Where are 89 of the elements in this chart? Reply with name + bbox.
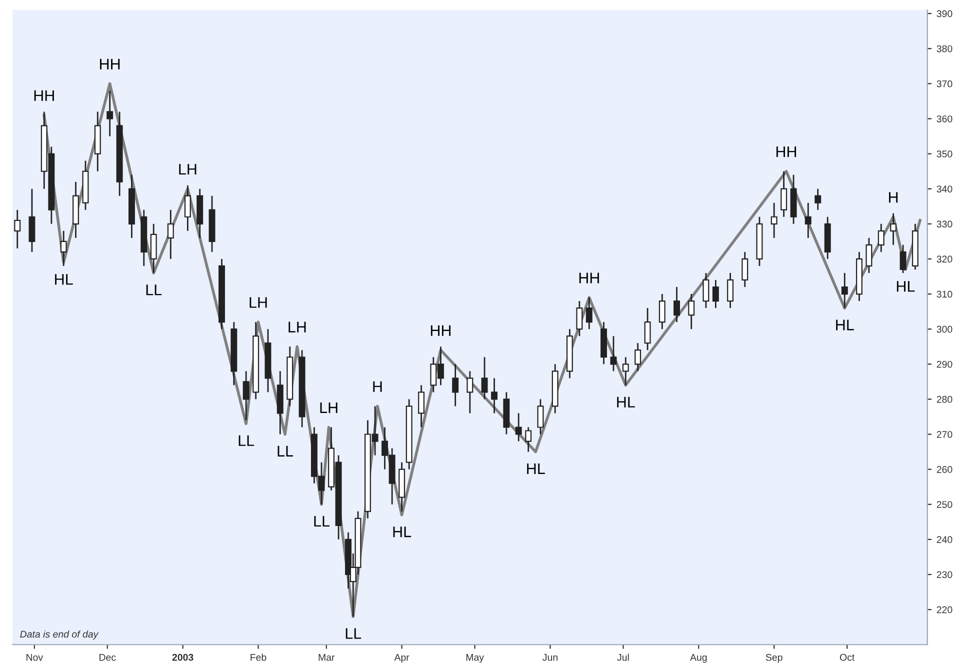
y-tick-label: 290 — [936, 360, 952, 368]
annotation: HL — [836, 320, 854, 330]
annotation: H — [889, 192, 898, 203]
candlestick — [184, 184, 191, 232]
candlestick — [60, 230, 67, 267]
candlestick — [106, 90, 114, 137]
candlestick — [491, 377, 498, 414]
candlestick — [466, 370, 474, 414]
candlestick — [634, 342, 642, 372]
y-tick-label: 250 — [936, 501, 952, 508]
candlestick — [418, 384, 424, 428]
candlestick — [866, 237, 872, 274]
candlestick — [804, 202, 812, 239]
annotation: HH — [100, 58, 120, 70]
annotation: H — [373, 381, 382, 392]
candlestick — [841, 272, 848, 309]
y-tick-label: 360 — [936, 115, 952, 122]
x-tick-label: Nov — [26, 654, 44, 661]
candlestick — [537, 398, 544, 435]
candlestick — [452, 363, 459, 407]
y-tick-label: 280 — [936, 396, 952, 403]
candlestick — [890, 212, 897, 246]
y-tick-label: 240 — [936, 536, 952, 544]
annotation: HL — [617, 396, 635, 408]
x-tick-label: Mar — [318, 654, 335, 661]
annotation: LL — [146, 284, 162, 296]
candlestick — [878, 223, 884, 253]
y-tick-label: 300 — [936, 326, 952, 333]
candlestick — [900, 244, 906, 274]
candlestick — [644, 307, 651, 351]
x-tick-label: Jun — [542, 654, 558, 661]
y-tick-label: 330 — [936, 220, 952, 228]
x-tick-label: Sep — [766, 654, 782, 663]
annotation: HH — [430, 325, 451, 336]
candlestick — [14, 209, 21, 250]
candlestick — [167, 209, 174, 260]
candlestick — [242, 370, 250, 421]
y-tick-label: 350 — [936, 150, 952, 158]
y-tick-label: 380 — [936, 45, 952, 52]
x-tick-label: Aug — [690, 654, 707, 663]
annotation: HL — [55, 274, 73, 285]
y-tick-label: 390 — [936, 10, 952, 18]
x-tick-label: Apr — [394, 654, 410, 663]
y-tick-label: 320 — [936, 256, 952, 263]
x-tick-label: Jul — [617, 654, 629, 661]
candlestick — [770, 202, 778, 239]
candlestick — [576, 300, 583, 337]
candlestick — [727, 272, 734, 309]
y-tick-label: 230 — [936, 571, 952, 578]
annotation: LH — [320, 402, 338, 413]
annotation: Data is end of day — [20, 630, 99, 640]
annotation: LH — [288, 322, 306, 332]
x-tick-label: Oct — [840, 654, 855, 661]
x-tick-label: Dec — [100, 654, 116, 661]
annotation: HH — [579, 272, 599, 284]
annotation: HH — [34, 90, 54, 101]
candlestick — [688, 293, 695, 330]
x-tick-label: 2003 — [172, 654, 194, 661]
x-tick-label: Feb — [250, 654, 266, 661]
annotation: LL — [346, 628, 362, 639]
annotation: HH — [776, 146, 796, 158]
x-tick-label: May — [466, 654, 484, 663]
candlestick — [780, 170, 788, 218]
annotation: LL — [314, 516, 330, 527]
candlestick — [525, 426, 532, 452]
annotation: HL — [896, 281, 915, 292]
y-tick-label: 340 — [936, 186, 952, 192]
candlestick — [515, 412, 522, 442]
y-tick-label: 310 — [936, 290, 952, 298]
candlestick — [712, 279, 719, 309]
annotation: LH — [250, 297, 267, 308]
y-tick-label: 220 — [936, 606, 952, 614]
candlestick — [658, 293, 666, 330]
candlestick — [702, 272, 710, 309]
candlestick — [610, 335, 617, 372]
annotation: LL — [238, 435, 254, 446]
annotation: HL — [527, 463, 545, 474]
candlestick — [586, 296, 592, 330]
candlestick — [481, 356, 488, 400]
candlestick — [622, 356, 629, 386]
annotation: LH — [179, 164, 196, 175]
candlestick — [742, 251, 748, 288]
y-tick-label: 260 — [936, 466, 952, 473]
annotation: HL — [393, 526, 412, 538]
y-tick-label: 370 — [936, 80, 952, 88]
annotation: LL — [278, 446, 293, 456]
y-tick-label: 270 — [936, 430, 952, 438]
candlestick — [674, 286, 680, 323]
candlestick — [814, 188, 822, 211]
